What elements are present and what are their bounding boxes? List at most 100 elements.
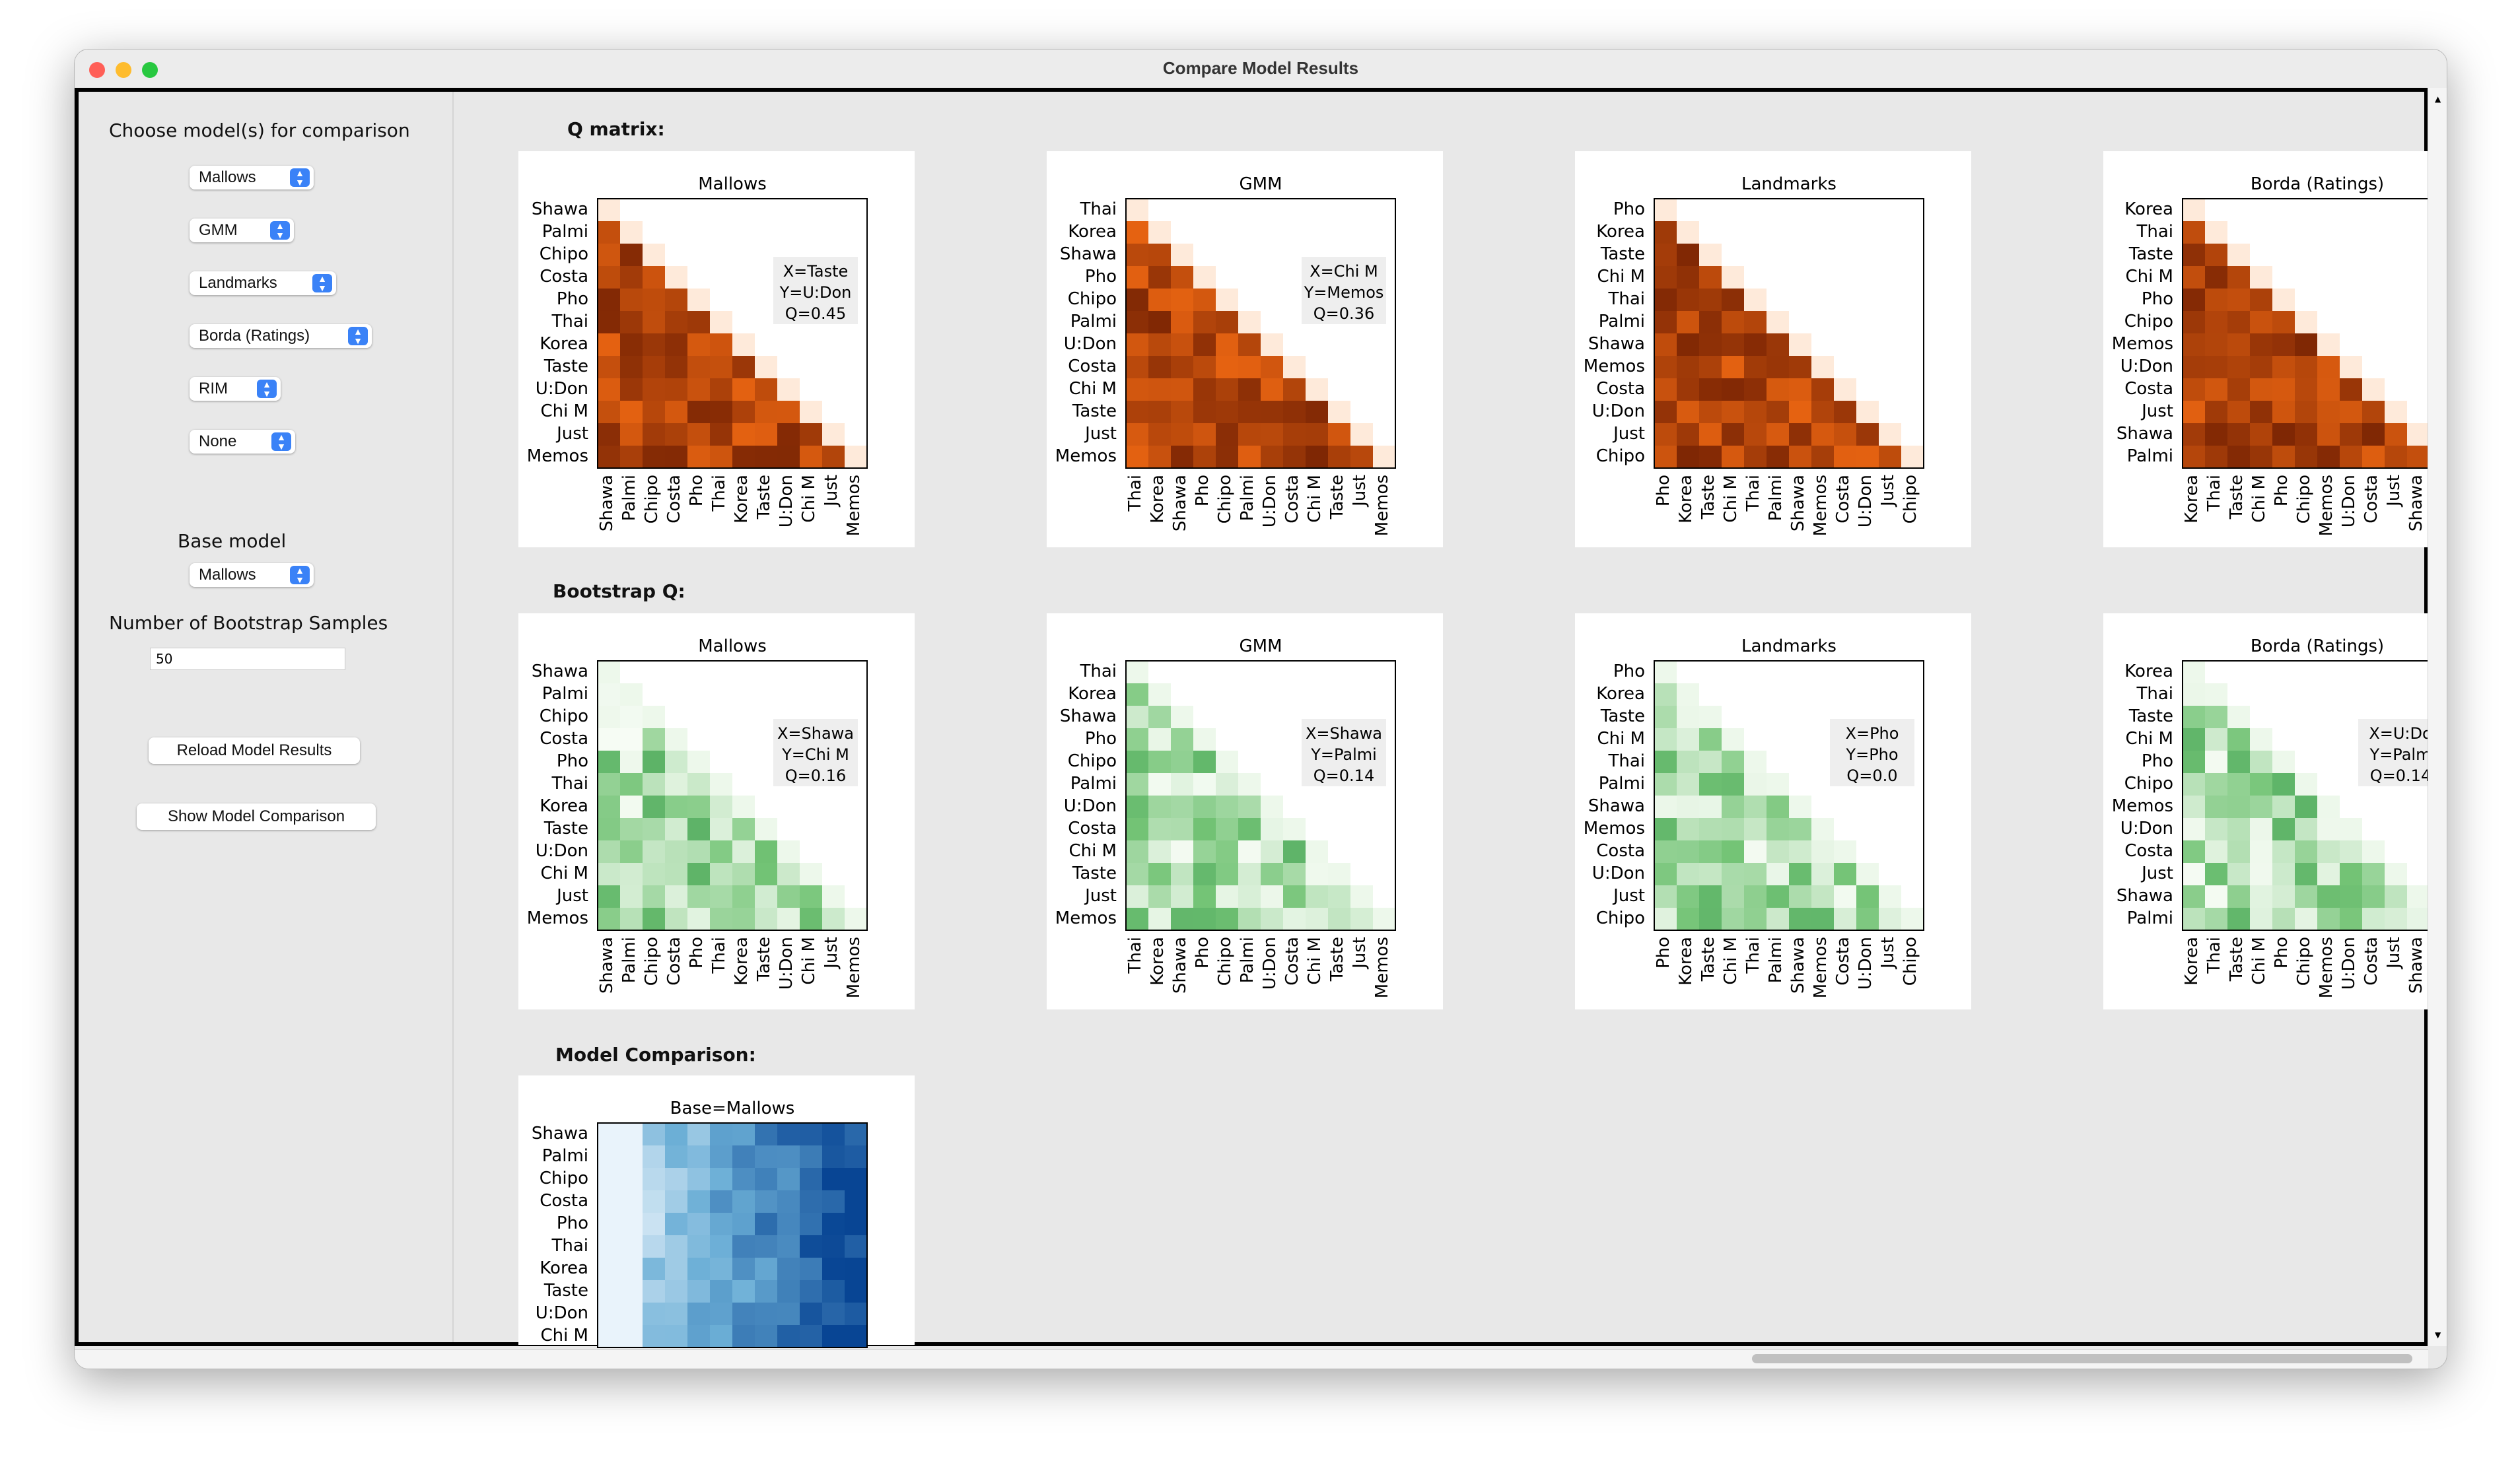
heatmap-cell xyxy=(2183,378,2205,401)
model-select-1[interactable]: Mallows ▲ ▼ xyxy=(190,166,314,189)
heatmap-cell xyxy=(1654,661,1677,683)
y-tick-label: Pho xyxy=(557,289,588,309)
heatmap-cell xyxy=(2183,728,2205,751)
heatmap-cell xyxy=(1238,311,1261,333)
y-tick-label: Shawa xyxy=(1588,796,1645,816)
heatmap-cell xyxy=(1677,728,1699,751)
heatmap-cell xyxy=(800,1280,822,1303)
x-tick-label: Taste xyxy=(1327,937,1347,982)
heatmap-cell xyxy=(710,1280,732,1303)
heatmap-cell xyxy=(732,356,755,378)
heatmap-cell xyxy=(687,1190,710,1213)
show-model-comparison-button[interactable]: Show Model Comparison xyxy=(137,803,376,830)
model-select-2[interactable]: GMM ▲ ▼ xyxy=(190,219,294,242)
heatmap-cell xyxy=(1767,773,1789,796)
heatmap-cell xyxy=(1261,908,1283,930)
y-tick-label: Pho xyxy=(1613,662,1645,681)
model-select-6[interactable]: None ▲ ▼ xyxy=(190,430,295,454)
heatmap-cell xyxy=(1283,378,1306,401)
heatmap-cell xyxy=(1193,863,1216,885)
heatmap-cell xyxy=(1126,446,1148,468)
heatmap-cell xyxy=(1238,885,1261,908)
heatmap-cell xyxy=(777,1123,800,1145)
heatmap-cell xyxy=(777,1325,800,1347)
heatmap-cell xyxy=(643,796,665,818)
model-select-5[interactable]: RIM ▲ ▼ xyxy=(190,377,281,401)
y-tick-label: Shawa xyxy=(1588,334,1645,354)
heatmap-cell xyxy=(1306,446,1328,468)
heatmap-cell xyxy=(2272,908,2295,930)
heatmap-cell xyxy=(777,423,800,446)
heatmap-cell xyxy=(710,773,732,796)
heatmap-cell xyxy=(2205,908,2227,930)
heatmap-cell xyxy=(1767,378,1789,401)
heatmap-cell xyxy=(1654,333,1677,356)
heatmap-cell xyxy=(1283,446,1306,468)
heatmap-cell xyxy=(710,1258,732,1280)
reload-model-results-button[interactable]: Reload Model Results xyxy=(149,737,360,764)
heatmap-cell xyxy=(777,1235,800,1258)
heatmap-cell xyxy=(1654,221,1677,244)
heatmap-cell xyxy=(2250,378,2272,401)
heatmap-cell xyxy=(2385,885,2407,908)
comparison-heading: Model Comparison: xyxy=(555,1044,756,1066)
heatmap-cell xyxy=(1654,311,1677,333)
model-select-3[interactable]: Landmarks ▲ ▼ xyxy=(190,271,336,295)
x-tick-label: Korea xyxy=(732,937,752,986)
heatmap-cell xyxy=(2183,423,2205,446)
heatmap-cell xyxy=(1677,311,1699,333)
heatmap-cell xyxy=(687,908,710,930)
heatmap-cell xyxy=(643,728,665,751)
annotation-text: Q=0.14 xyxy=(1313,766,1374,785)
heatmap-cell xyxy=(755,885,777,908)
heatmap-cell xyxy=(777,1303,800,1325)
heatmap-cell xyxy=(732,423,755,446)
base-model-select[interactable]: Mallows ▲ ▼ xyxy=(190,563,314,587)
model-select-4[interactable]: Borda (Ratings) ▲ ▼ xyxy=(190,324,372,348)
y-tick-label: Chipo xyxy=(1596,446,1645,466)
minimize-window-button[interactable] xyxy=(116,62,131,78)
heatmap-cell xyxy=(1722,289,1744,311)
x-tick-label: Shawa xyxy=(1170,475,1190,531)
heatmap-cell xyxy=(1677,221,1699,244)
heatmap-cell xyxy=(1699,863,1722,885)
heatmap-cell xyxy=(1677,446,1699,468)
heatmap-cell xyxy=(800,1123,822,1145)
heatmap-cell xyxy=(1699,908,1722,930)
x-tick-label: Costa xyxy=(1282,937,1302,986)
horizontal-scroll-thumb[interactable] xyxy=(1752,1354,2412,1363)
x-tick-label: Palmi xyxy=(1238,475,1257,521)
y-tick-label: Thai xyxy=(551,312,588,331)
heatmap-cell xyxy=(2272,885,2295,908)
heatmap-cell xyxy=(2250,333,2272,356)
heatmap-cell xyxy=(620,1303,643,1325)
heatmap-cell xyxy=(845,1213,867,1235)
heatmap-cell xyxy=(643,311,665,333)
heatmap-cell xyxy=(710,1325,732,1347)
heatmap-cell xyxy=(687,751,710,773)
vertical-scrollbar[interactable]: ▲ ▼ xyxy=(2428,88,2447,1346)
sidebar: Choose model(s) for comparison Mallows ▲ ▼… xyxy=(79,92,454,1342)
close-window-button[interactable] xyxy=(89,62,105,78)
heatmap-cell xyxy=(755,1145,777,1168)
heatmap-cell xyxy=(2340,885,2362,908)
heatmap-cell xyxy=(2227,266,2250,289)
y-tick-label: Thai xyxy=(551,1236,588,1256)
select-chevron-icon: ▲ ▼ xyxy=(290,566,310,584)
horizontal-scrollbar[interactable] xyxy=(75,1349,2428,1369)
heatmap-cell xyxy=(822,446,845,468)
x-tick-label: Taste xyxy=(754,475,774,520)
heatmap-cell xyxy=(1126,661,1148,683)
heatmap-cell xyxy=(1126,244,1148,266)
heatmap-cell xyxy=(1306,840,1328,863)
heatmap-cell xyxy=(1193,266,1216,289)
zoom-window-button[interactable] xyxy=(142,62,158,78)
heatmap-cell xyxy=(687,333,710,356)
heatmap-cell xyxy=(643,378,665,401)
heatmap-cell xyxy=(598,378,620,401)
heatmap-cell xyxy=(598,1325,620,1347)
y-tick-label: Memos xyxy=(1584,819,1645,838)
bootstrap-samples-input[interactable]: 50 xyxy=(150,648,345,670)
heatmap-cell xyxy=(732,1145,755,1168)
heatmap-cell xyxy=(2205,683,2227,706)
